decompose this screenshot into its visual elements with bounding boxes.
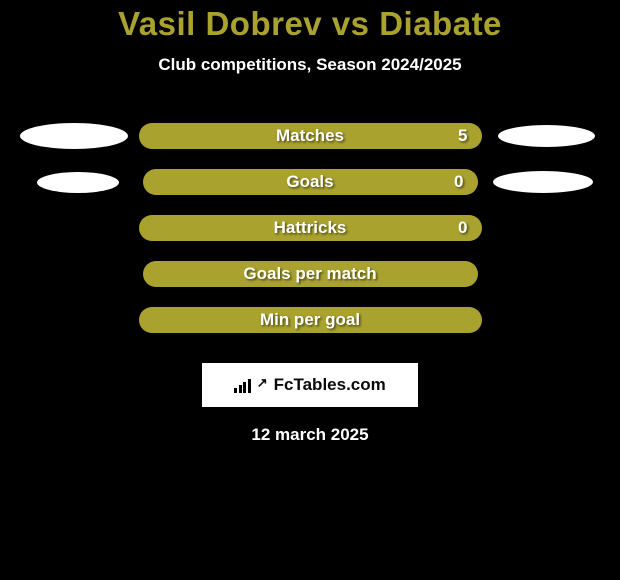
brand-arrow-icon: ↗	[257, 375, 268, 391]
stat-value-right: 5	[458, 126, 467, 146]
stat-bar: Goals per match	[143, 261, 478, 287]
brand-chart-icon	[234, 377, 251, 393]
stat-row: Goals 0	[0, 159, 620, 205]
stat-label: Goals	[286, 172, 333, 192]
left-ellipse-cell	[13, 172, 143, 193]
stat-label: Hattricks	[274, 218, 347, 238]
stat-label: Matches	[276, 126, 344, 146]
stat-row: Matches 5	[0, 113, 620, 159]
stat-row: Min per goal	[0, 297, 620, 343]
branding-badge[interactable]: ↗ FcTables.com	[202, 363, 418, 407]
subtitle: Club competitions, Season 2024/2025	[0, 55, 620, 75]
stat-label: Goals per match	[243, 264, 376, 284]
stat-value-right: 0	[454, 172, 463, 192]
stat-row: Hattricks 0	[0, 205, 620, 251]
stat-bar: Matches 5	[139, 123, 482, 149]
stat-value-right: 0	[458, 218, 467, 238]
right-ellipse-cell	[482, 125, 612, 147]
page-title: Vasil Dobrev vs Diabate	[0, 5, 620, 43]
right-ellipse-cell	[478, 171, 608, 193]
left-ellipse-cell	[9, 123, 139, 149]
stat-rows: Matches 5 Goals 0 Hattricks 0	[0, 113, 620, 343]
footer-date: 12 march 2025	[0, 425, 620, 445]
comparison-card: Vasil Dobrev vs Diabate Club competition…	[0, 5, 620, 580]
branding-text: FcTables.com	[274, 375, 386, 395]
stat-bar: Hattricks 0	[139, 215, 482, 241]
ellipse-icon	[498, 125, 595, 147]
stat-bar: Min per goal	[139, 307, 482, 333]
stat-row: Goals per match	[0, 251, 620, 297]
stat-bar: Goals 0	[143, 169, 478, 195]
ellipse-icon	[493, 171, 593, 193]
stat-label: Min per goal	[260, 310, 360, 330]
ellipse-icon	[37, 172, 119, 193]
ellipse-icon	[20, 123, 128, 149]
